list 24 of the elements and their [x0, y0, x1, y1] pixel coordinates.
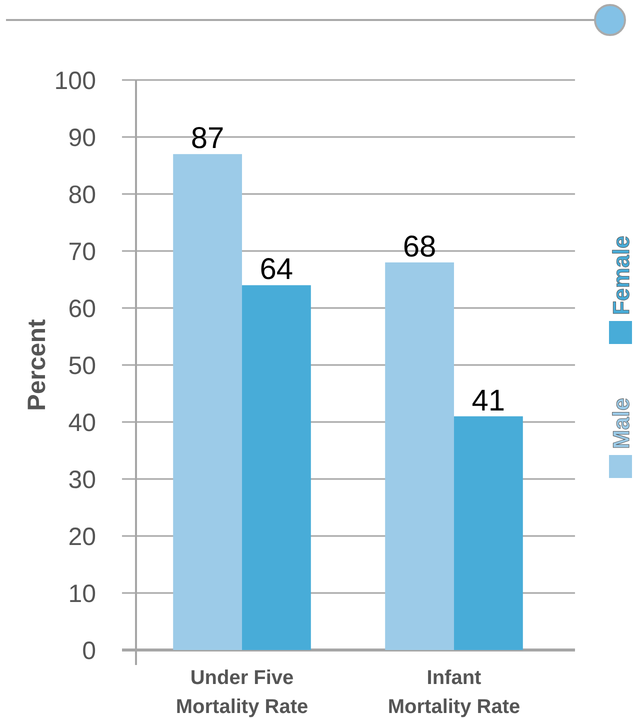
text: Male	[608, 398, 634, 449]
y-tick-label: 60	[68, 294, 96, 323]
text: Female	[608, 236, 634, 315]
bar	[385, 262, 454, 650]
y-tick-label: 100	[54, 66, 96, 95]
y-axis-title: Percent	[23, 318, 51, 411]
y-tick-label: 80	[68, 180, 96, 209]
x-tick-label: Under Five Mortality Rate	[176, 667, 308, 718]
data-label: 87	[190, 122, 224, 156]
y-tick-label: 40	[68, 408, 96, 437]
y-tick-label: 70	[68, 238, 96, 266]
data-label: 68	[402, 230, 436, 264]
y-tick-label: 30	[68, 466, 96, 494]
y-tick-label: 50	[68, 352, 96, 380]
bar	[173, 154, 242, 650]
y-tick-label: 20	[68, 522, 96, 551]
y-tick-label: 90	[68, 124, 96, 152]
data-label: 64	[260, 253, 294, 286]
y-tick-label: 10	[68, 580, 96, 608]
x-tick-label: Infant Mortality Rate	[388, 667, 520, 718]
y-tick-label: 0	[82, 636, 96, 665]
bar	[454, 416, 523, 650]
data-label: 41	[472, 384, 506, 418]
bar	[242, 285, 311, 650]
